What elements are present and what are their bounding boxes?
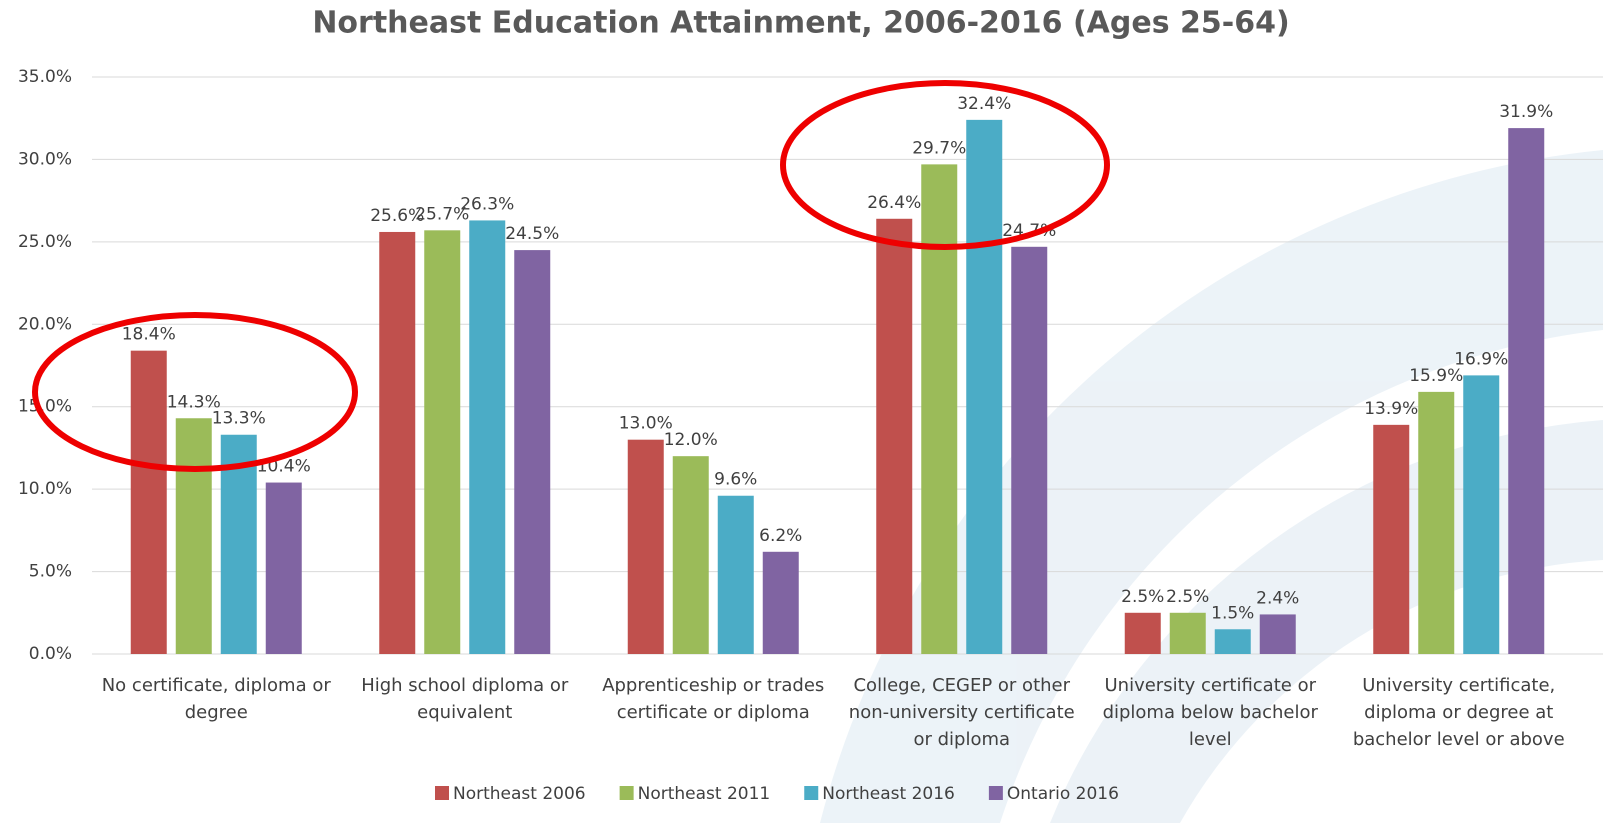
legend-label: Northeast 2016 <box>822 784 955 804</box>
legend-swatch <box>435 786 449 800</box>
y-tick-label: 30.0% <box>18 149 72 169</box>
bar <box>1011 246 1048 654</box>
data-label: 25.6% <box>370 206 424 226</box>
data-label: 2.4% <box>1256 588 1299 608</box>
y-tick-label: 15.0% <box>18 397 72 417</box>
bar <box>1508 128 1545 654</box>
data-label: 2.5% <box>1166 587 1209 607</box>
y-tick-label: 5.0% <box>29 562 72 582</box>
bar <box>627 439 664 654</box>
bar <box>876 218 913 654</box>
plot: 0.0% 5.0% 10.0% 15.0% 20.0% 25.0% 30.0% 35.0% 18… <box>18 67 1603 664</box>
data-label: 9.6% <box>714 470 757 490</box>
data-label: 31.9% <box>1499 102 1553 122</box>
bar <box>717 495 754 654</box>
y-tick-label: 0.0% <box>29 644 72 664</box>
legend-swatch <box>988 786 1003 800</box>
bar <box>424 230 461 654</box>
y-tick-label: 20.0% <box>18 314 72 334</box>
data-label: 13.9% <box>1364 399 1418 419</box>
bar <box>265 482 302 654</box>
x-tick-label: High school diploma or equivalent <box>361 675 569 723</box>
bar <box>1373 424 1410 654</box>
legend-swatch <box>804 786 819 800</box>
bar <box>130 350 167 654</box>
bar <box>175 418 212 654</box>
x-tick-label: University certificate, diploma or degre… <box>1352 675 1565 750</box>
highlight-ellipse <box>780 80 1110 250</box>
bar <box>1124 612 1161 654</box>
data-label: 14.3% <box>167 392 221 412</box>
data-label: 12.0% <box>664 430 718 450</box>
data-label: 29.7% <box>912 138 966 158</box>
data-label: 25.7% <box>415 204 469 224</box>
bar <box>921 164 958 655</box>
legend: Northeast 2006 Northeast 2011 Northeast 20… <box>435 784 1119 804</box>
data-label: 26.3% <box>460 194 514 214</box>
bar <box>469 220 506 654</box>
x-tick-label: College, CEGEP or other non-university c… <box>848 675 1075 750</box>
y-tick-label: 35.0% <box>18 67 72 87</box>
y-tick-label: 25.0% <box>18 232 72 252</box>
bar <box>1169 612 1206 654</box>
bar <box>379 231 416 655</box>
bar <box>1418 391 1455 654</box>
legend-label: Northeast 2011 <box>638 784 771 804</box>
data-label: 24.5% <box>505 224 559 244</box>
legend-swatch <box>619 786 634 800</box>
bar <box>1259 614 1296 654</box>
bar <box>1214 629 1251 654</box>
data-label: 26.4% <box>867 193 921 213</box>
highlight-ellipse <box>32 312 358 472</box>
bar <box>1463 375 1500 654</box>
bar <box>672 456 709 654</box>
data-label: 6.2% <box>759 526 802 546</box>
x-tick-label: No certificate, diploma or degree <box>101 675 331 723</box>
bar <box>762 551 799 654</box>
data-label: 13.3% <box>212 409 266 429</box>
data-label: 15.9% <box>1409 366 1463 386</box>
bar <box>220 434 257 654</box>
x-tick-label: Apprenticeship or trades certificate or … <box>602 675 825 723</box>
chart-title: Northeast Education Attainment, 2006-201… <box>312 6 1289 41</box>
data-label: 32.4% <box>957 94 1011 114</box>
data-label: 2.5% <box>1121 587 1164 607</box>
data-label: 13.0% <box>619 414 673 434</box>
data-label: 16.9% <box>1454 349 1508 369</box>
data-label: 18.4% <box>122 325 176 345</box>
legend-label: Ontario 2016 <box>1007 784 1119 804</box>
bar <box>966 119 1003 654</box>
legend-label: Northeast 2006 <box>453 784 586 804</box>
y-tick-label: 10.0% <box>18 479 72 499</box>
bar <box>514 250 551 654</box>
data-label: 1.5% <box>1211 603 1254 623</box>
x-tick-label: University certificate or diploma below … <box>1102 675 1318 750</box>
